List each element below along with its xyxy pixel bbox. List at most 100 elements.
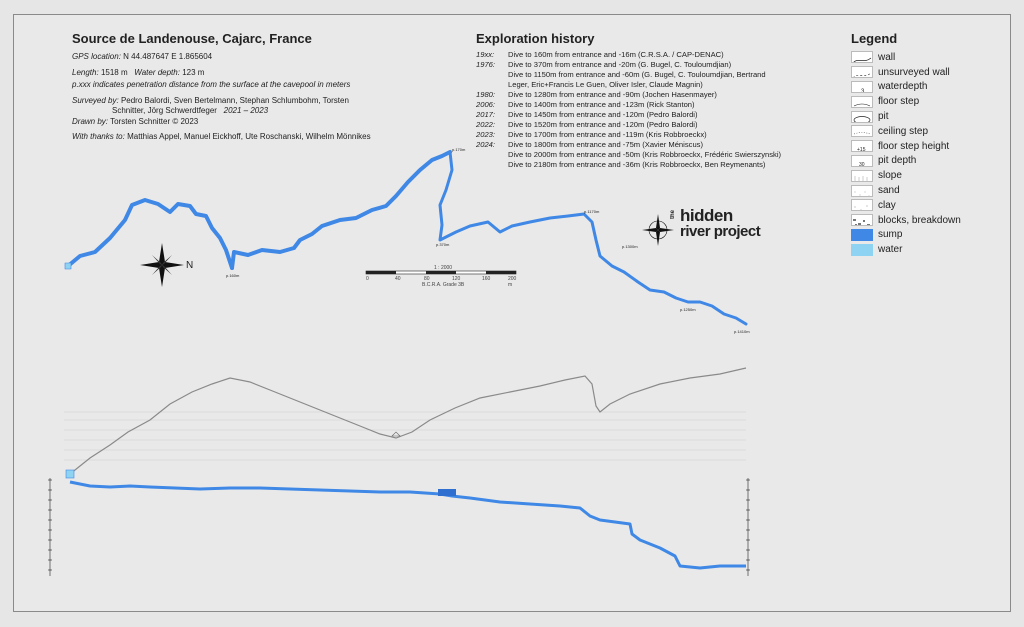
- legend-label: clay: [878, 199, 896, 211]
- scale-tick-160: 160: [482, 276, 491, 282]
- plan-label-p1300: p.1300m: [622, 244, 638, 249]
- scale-tick-40: 40: [395, 276, 401, 282]
- legend-label: blocks, breakdown: [878, 214, 961, 226]
- legend-label: sump: [878, 229, 903, 241]
- legend-item: +15 floor step height: [851, 139, 961, 154]
- legend-item: 30 pit depth: [851, 154, 961, 169]
- legend-item: sand: [851, 183, 961, 198]
- history-text: Dive to 1800m from entrance and -75m (Xa…: [508, 140, 703, 149]
- history-text: Dive to 1450m from entrance and -120m (P…: [508, 110, 698, 119]
- history-year: 1976:: [476, 60, 496, 69]
- history-entry: 1976: Dive to 370m from entrance and -20m…: [476, 60, 816, 70]
- logo-line2: river project: [680, 223, 761, 240]
- logo-line1: hidden: [680, 206, 733, 225]
- drawn-by-line: Drawn by: Torsten Schnitter © 2023: [72, 117, 198, 127]
- legend-label: wall: [878, 51, 896, 63]
- surface-marker-icon: [391, 431, 401, 437]
- thanks-label: With thanks to:: [72, 132, 125, 141]
- depth-label: Water depth:: [134, 68, 180, 77]
- legend-item: 3 waterdepth: [851, 80, 961, 95]
- water-fill-icon: [851, 243, 873, 256]
- gps-label: GPS location:: [72, 52, 121, 61]
- history-year: 2017:: [476, 110, 496, 119]
- surveyors-line2: Schnitter, Jörg Schwerdtfeger: [112, 106, 217, 115]
- map-sheet: [13, 14, 1011, 612]
- depth-mark-icon: 3: [851, 80, 873, 93]
- legend-label: pit depth: [878, 155, 917, 167]
- surface-profile: [69, 367, 747, 475]
- history-title: Exploration history: [476, 31, 595, 46]
- history-entry: 1980: Dive to 1280m from entrance and -90…: [476, 90, 816, 100]
- thanks-value: Matthias Appel, Manuel Eickhoff, Ute Ros…: [127, 132, 371, 141]
- legend-item: slope: [851, 168, 961, 183]
- history-text: Dive to 1280m from entrance and -90m (Jo…: [508, 90, 717, 99]
- plan-label-p1250: p.1250m: [680, 307, 696, 312]
- plan-label-p170: p.170m: [452, 147, 466, 152]
- history-year: 19xx:: [476, 50, 495, 59]
- legend-item: clay: [851, 198, 961, 213]
- clay-pattern-icon: [851, 199, 873, 212]
- legend-label: sand: [878, 185, 900, 197]
- history-text: Dive to 2000m from entrance and -50m (Kr…: [508, 150, 782, 159]
- history-text: Dive to 1400m from entrance and -123m (R…: [508, 100, 695, 109]
- history-year: 2022:: [476, 120, 496, 129]
- legend-label: unsurveyed wall: [878, 66, 950, 78]
- scale-ratio: 1 : 2000: [434, 265, 453, 271]
- legend-title: Legend: [851, 31, 898, 46]
- legend-item: pit: [851, 109, 961, 124]
- history-list: 19xx: Dive to 160m from entrance and -16m…: [476, 50, 816, 170]
- legend-label: pit: [878, 111, 889, 123]
- elevation-entrance-pool: [65, 469, 75, 479]
- compass-north-label: N: [186, 260, 194, 271]
- blocks-pattern-icon: [851, 214, 873, 227]
- step-height-icon: +15: [851, 140, 873, 153]
- history-entry: Leger, Eric+Francis Le Guen, Oliver Isle…: [476, 80, 816, 90]
- history-entry: Dive to 2180m from entrance and -36m (Kr…: [476, 160, 816, 170]
- drawn-label: Drawn by:: [72, 117, 109, 126]
- depth-value: 123 m: [182, 68, 205, 77]
- elevation-right-gauge: [746, 478, 750, 576]
- plan-passage-mid: [230, 150, 452, 270]
- ellipse-icon: [851, 110, 873, 123]
- plan-label-p370: p.370m: [436, 242, 450, 247]
- scale-bar: [365, 270, 517, 275]
- legend-label: slope: [878, 170, 902, 182]
- legend-label: water: [878, 244, 903, 256]
- legend-item: sump: [851, 228, 961, 243]
- scale-tick-80: 80: [424, 276, 430, 282]
- history-text: Dive to 1150m from entrance and -60m (G.…: [508, 70, 766, 79]
- history-entry: 2022: Dive to 1520m from entrance and -12…: [476, 120, 816, 130]
- history-entry: Dive to 2000m from entrance and -50m (Kr…: [476, 150, 816, 160]
- history-entry: 2006: Dive to 1400m from entrance and -12…: [476, 100, 816, 110]
- legend-item: water: [851, 242, 961, 257]
- cave-title: Source de Landenouse, Cajarc, France: [72, 31, 312, 46]
- length-label: Length:: [72, 68, 99, 77]
- legend-item: ceiling step: [851, 124, 961, 139]
- scale-tick-120: 120: [452, 276, 461, 282]
- gps-line: GPS location: N 44.487647 E 1.865604: [72, 52, 212, 62]
- pit-depth-icon: 30: [851, 154, 873, 167]
- surveyed-label: Surveyed by:: [72, 96, 119, 105]
- surveyors-line1: Pedro Balordi, Sven Bertelmann, Stephan …: [120, 96, 349, 105]
- surveyors-block: Surveyed by: Pedro Balordi, Sven Bertelm…: [72, 96, 392, 106]
- legend-label: floor step: [878, 96, 920, 108]
- plan-label-p1410: p.1410m: [734, 329, 750, 334]
- penetration-note-text: p.xxx indicates penetration distance fro…: [72, 80, 351, 89]
- compass-rose-icon: [140, 243, 184, 287]
- entrance-pool: [64, 262, 72, 270]
- scale-tick-200: 200 m: [508, 276, 517, 288]
- history-entry: Dive to 1150m from entrance and -60m (G.…: [476, 70, 816, 80]
- history-year: 1980:: [476, 90, 496, 99]
- thanks-line: With thanks to: Matthias Appel, Manuel E…: [72, 132, 371, 142]
- legend-item: blocks, breakdown: [851, 213, 961, 228]
- history-text: Leger, Eric+Francis Le Guen, Oliver Isle…: [508, 80, 703, 89]
- logo-compass-icon: [642, 214, 674, 246]
- history-text: Dive to 1700m from entrance and -119m (K…: [508, 130, 707, 139]
- plan-view: [64, 150, 748, 326]
- elevation-sump-chamber: [438, 489, 456, 496]
- elevation-left-gauge: [48, 478, 52, 576]
- history-text: Dive to 2180m from entrance and -36m (Kr…: [508, 160, 766, 169]
- survey-years: 2021 – 2023: [223, 106, 269, 115]
- history-text: Dive to 1520m from entrance and -120m (P…: [508, 120, 698, 129]
